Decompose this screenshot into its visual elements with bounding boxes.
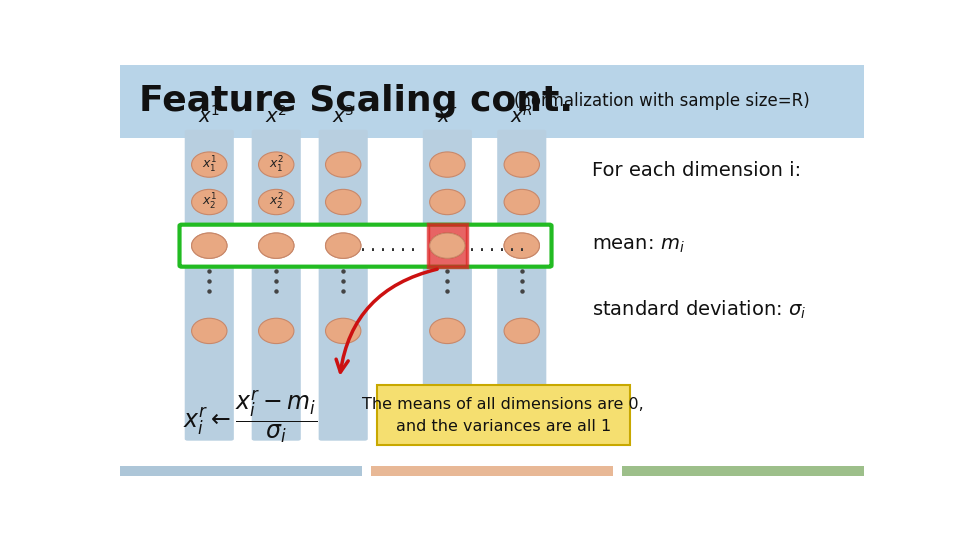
Ellipse shape (325, 233, 361, 258)
Text: mean: $m_i$: mean: $m_i$ (592, 236, 685, 255)
Text: .......: ....... (457, 237, 527, 255)
Text: The means of all dimensions are 0,
and the variances are all 1: The means of all dimensions are 0, and t… (362, 396, 644, 434)
Text: $x^3$: $x^3$ (332, 105, 354, 127)
Ellipse shape (504, 233, 540, 258)
Ellipse shape (325, 190, 361, 215)
Ellipse shape (430, 190, 465, 215)
Bar (120, 466, 362, 476)
Ellipse shape (504, 152, 540, 177)
Text: $x^1$: $x^1$ (198, 105, 221, 127)
Ellipse shape (192, 233, 227, 258)
Ellipse shape (430, 233, 465, 258)
Bar (428, 225, 467, 267)
Bar (120, 65, 864, 138)
Ellipse shape (325, 233, 361, 258)
Text: $x_i^r \leftarrow \dfrac{x_i^r - m_i}{\sigma_i}$: $x_i^r \leftarrow \dfrac{x_i^r - m_i}{\s… (183, 388, 318, 444)
Bar (372, 466, 612, 476)
Ellipse shape (258, 152, 294, 177)
Text: $x^R$: $x^R$ (510, 105, 534, 127)
FancyBboxPatch shape (184, 130, 234, 441)
Ellipse shape (258, 318, 294, 343)
Text: $x_1^1$: $x_1^1$ (202, 154, 217, 174)
Text: $x_1^2$: $x_1^2$ (269, 154, 284, 174)
Ellipse shape (258, 233, 294, 258)
Text: $x_2^1$: $x_2^1$ (202, 192, 217, 212)
Ellipse shape (192, 190, 227, 215)
Ellipse shape (504, 318, 540, 343)
Text: $x_2^2$: $x_2^2$ (269, 192, 284, 212)
Text: ......: ...... (358, 237, 418, 255)
FancyBboxPatch shape (180, 225, 551, 267)
Ellipse shape (430, 152, 465, 177)
Ellipse shape (192, 233, 227, 258)
Ellipse shape (325, 318, 361, 343)
Ellipse shape (430, 233, 465, 258)
Text: $x^r$: $x^r$ (437, 107, 458, 127)
Text: (normalization with sample size=R): (normalization with sample size=R) (515, 92, 810, 110)
FancyBboxPatch shape (252, 130, 300, 441)
FancyBboxPatch shape (319, 130, 368, 441)
Text: standard deviation: $\sigma_i$: standard deviation: $\sigma_i$ (592, 299, 807, 321)
Ellipse shape (325, 152, 361, 177)
Text: $x^2$: $x^2$ (265, 105, 287, 127)
Ellipse shape (430, 318, 465, 343)
Ellipse shape (430, 233, 465, 258)
Ellipse shape (192, 152, 227, 177)
Ellipse shape (258, 190, 294, 215)
FancyBboxPatch shape (376, 385, 630, 446)
Ellipse shape (504, 233, 540, 258)
Ellipse shape (258, 233, 294, 258)
Text: For each dimension i:: For each dimension i: (592, 161, 802, 180)
FancyBboxPatch shape (497, 130, 546, 441)
FancyBboxPatch shape (422, 130, 472, 441)
Bar (622, 466, 864, 476)
Text: Feature Scaling cont.: Feature Scaling cont. (138, 84, 572, 118)
Ellipse shape (192, 318, 227, 343)
Ellipse shape (504, 190, 540, 215)
